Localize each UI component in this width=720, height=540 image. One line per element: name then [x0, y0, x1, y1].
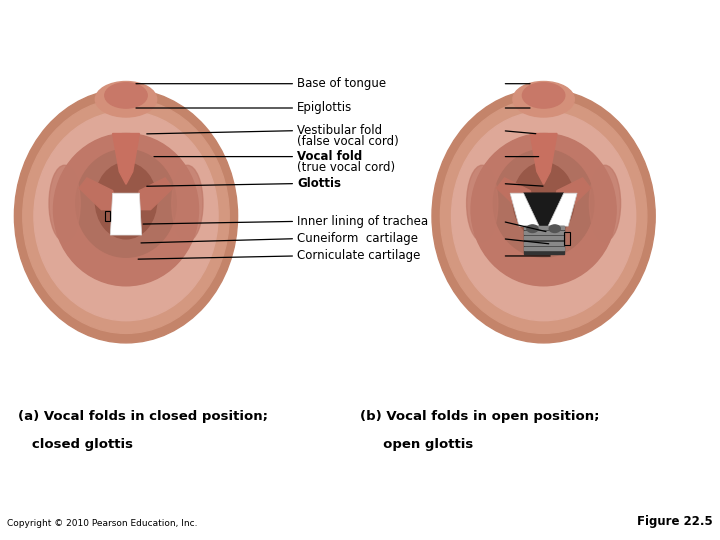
Text: (b) Vocal folds in open position;: (b) Vocal folds in open position;: [360, 410, 600, 423]
Ellipse shape: [432, 89, 655, 343]
Bar: [523, 237, 564, 239]
Ellipse shape: [34, 111, 218, 321]
Bar: [105, 211, 110, 221]
Ellipse shape: [23, 99, 229, 333]
Text: closed glottis: closed glottis: [18, 438, 133, 451]
Text: Copyright © 2010 Pearson Education, Inc.: Copyright © 2010 Pearson Education, Inc.: [7, 519, 198, 528]
Ellipse shape: [441, 99, 647, 333]
Ellipse shape: [471, 133, 616, 286]
Ellipse shape: [14, 89, 238, 343]
Bar: [523, 226, 564, 229]
Ellipse shape: [95, 82, 157, 117]
Polygon shape: [523, 193, 564, 226]
Text: Vestibular fold: Vestibular fold: [297, 124, 382, 137]
Text: Base of tongue: Base of tongue: [297, 77, 387, 90]
Text: Epiglottis: Epiglottis: [297, 102, 353, 114]
Polygon shape: [552, 178, 590, 210]
Polygon shape: [497, 178, 535, 210]
Ellipse shape: [467, 165, 498, 241]
Text: Corniculate cartilage: Corniculate cartilage: [297, 249, 420, 262]
Polygon shape: [510, 193, 539, 226]
Text: Glottis: Glottis: [297, 177, 341, 190]
Text: (a) Vocal folds in closed position;: (a) Vocal folds in closed position;: [18, 410, 268, 423]
Ellipse shape: [95, 163, 157, 239]
Polygon shape: [530, 133, 557, 184]
Bar: [523, 231, 564, 234]
Ellipse shape: [513, 82, 575, 117]
Ellipse shape: [523, 83, 564, 108]
Bar: [564, 233, 570, 245]
Polygon shape: [110, 193, 142, 235]
Polygon shape: [135, 178, 173, 210]
Ellipse shape: [527, 225, 538, 233]
Text: Cuneiform  cartilage: Cuneiform cartilage: [297, 232, 418, 245]
Text: open glottis: open glottis: [360, 438, 473, 451]
Ellipse shape: [513, 163, 575, 239]
Bar: [523, 247, 564, 250]
Ellipse shape: [49, 165, 80, 241]
Ellipse shape: [105, 83, 147, 108]
Ellipse shape: [76, 150, 176, 257]
Text: Inner lining of trachea: Inner lining of trachea: [297, 215, 428, 228]
Text: (true vocal cord): (true vocal cord): [297, 161, 395, 174]
Bar: [523, 226, 564, 254]
Ellipse shape: [53, 133, 199, 286]
Ellipse shape: [549, 225, 560, 233]
Ellipse shape: [590, 165, 621, 241]
Text: (false vocal cord): (false vocal cord): [297, 135, 399, 148]
Polygon shape: [548, 193, 577, 226]
Bar: [523, 242, 564, 245]
Polygon shape: [79, 178, 117, 210]
Text: Figure 22.5: Figure 22.5: [637, 515, 713, 528]
Text: Vocal fold: Vocal fold: [297, 150, 363, 163]
Polygon shape: [112, 133, 140, 184]
Ellipse shape: [172, 165, 203, 241]
Ellipse shape: [493, 150, 594, 257]
Ellipse shape: [451, 111, 636, 321]
